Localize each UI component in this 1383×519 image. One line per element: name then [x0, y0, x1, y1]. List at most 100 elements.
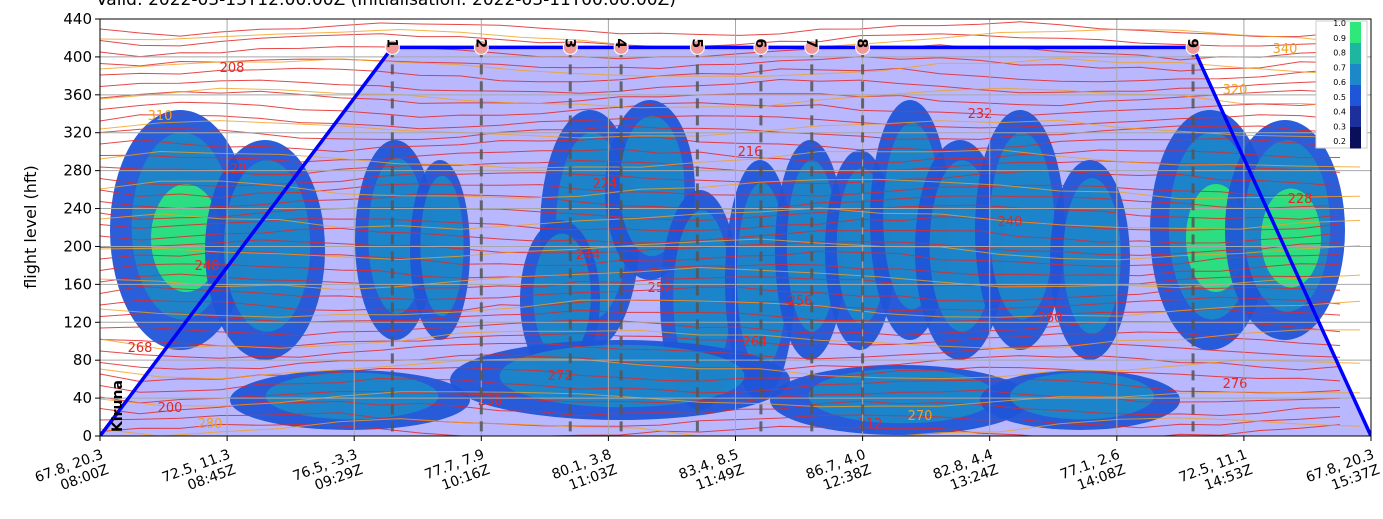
waypoint-marker — [613, 39, 629, 55]
isotherm-label: 252 — [648, 281, 673, 296]
cloud-region-core — [265, 372, 439, 420]
isotherm-line — [100, 342, 1341, 360]
waypoint-marker — [384, 39, 400, 55]
waypoint-label: 3 — [561, 38, 577, 48]
colorbar-tick-label: 0.7 — [1333, 63, 1346, 72]
colorbar-tick-label: 0.4 — [1333, 108, 1346, 117]
isotherm-label: 208 — [220, 61, 245, 76]
x-tick-label: 67.8, 20.308:00Z — [33, 447, 111, 501]
x-tick-label: 80.1, 3.811:03Z — [550, 447, 620, 498]
isotherm-line — [100, 216, 1341, 232]
flight-path-line — [100, 45, 1371, 436]
isentrope-line — [100, 391, 1361, 408]
waypoint-label: 2 — [472, 38, 488, 48]
isotherm-line — [100, 423, 1341, 436]
isotherm-line — [100, 273, 1341, 289]
isotherm-line — [100, 354, 1341, 371]
cloud-region-core — [808, 368, 996, 424]
y-tick-label: 320 — [63, 124, 92, 142]
isotherm-label: 200 — [158, 401, 183, 416]
colorbar-segment — [1350, 85, 1361, 107]
waypoint-label: 5 — [688, 38, 704, 48]
y-tick-label: 160 — [63, 275, 92, 293]
colorbar-segment — [1350, 43, 1361, 65]
y-tick-label: 80 — [73, 351, 92, 369]
isotherm-line — [100, 114, 1341, 130]
isotherm-label: 272 — [548, 369, 573, 384]
colorbar-tick-label: 0.2 — [1333, 137, 1346, 146]
colorbar-tick-label: 1.0 — [1333, 19, 1346, 28]
y-tick-label: 360 — [63, 86, 92, 104]
isentrope-line — [100, 57, 1361, 77]
isotherm-line — [100, 44, 1341, 61]
y-tick-label: 120 — [63, 313, 92, 331]
y-tick-label: 440 — [63, 10, 92, 28]
isotherm-label: 224 — [593, 177, 618, 192]
isotherm-line — [100, 183, 1341, 199]
isotherm-label: 220 — [222, 162, 247, 177]
x-tick-label: 72.5, 11.114:53Z — [1177, 447, 1255, 501]
isentrope-line — [100, 266, 1361, 291]
isentrope-line — [100, 238, 1361, 261]
waypoint-label: 7 — [803, 38, 819, 48]
start-location-label: Kiruna — [110, 380, 126, 432]
isotherm-label: 268 — [128, 341, 153, 356]
colorbar-segment — [1350, 64, 1361, 86]
isentrope-line — [100, 358, 1361, 380]
waypoint-label: 4 — [612, 38, 628, 48]
isentrope-label: 270 — [908, 409, 933, 424]
isotherm-label: 216 — [738, 145, 763, 160]
isotherm-label: 228 — [1288, 192, 1313, 207]
colorbar-tick-label: 0.6 — [1333, 78, 1346, 87]
x-tick-label: 82.8, 4.413:24Z — [931, 447, 1001, 498]
isotherm-label: 248 — [195, 259, 220, 274]
isotherm-label: 276 — [1223, 377, 1248, 392]
isotherm-label: 264 — [743, 335, 768, 350]
colorbar-tick-label: 0.9 — [1333, 34, 1346, 43]
y-axis-label: flight level (hft) — [21, 165, 40, 289]
x-tick-label: 83.4, 8.511:49Z — [677, 447, 747, 498]
waypoint-marker — [562, 39, 578, 55]
colorbar-tick-label: 0.5 — [1333, 93, 1346, 102]
waypoint-marker — [689, 39, 705, 55]
waypoint-marker — [804, 39, 820, 55]
isotherm-line — [100, 136, 1341, 153]
isotherm-line — [100, 366, 1341, 383]
x-tick-label: 67.8, 20.315:37Z — [1304, 447, 1382, 501]
isotherm-line — [100, 400, 1341, 417]
waypoint-label: 6 — [752, 38, 768, 48]
chart-title: Valid: 2022-03-13T12:00:00Z (Initialisat… — [96, 0, 676, 10]
isotherm-line — [100, 170, 1341, 187]
isentrope-label: 310 — [148, 109, 173, 124]
y-tick-label: 400 — [63, 48, 92, 66]
colorbar-segment — [1350, 127, 1361, 149]
colorbar-tick-label: 0.3 — [1333, 122, 1346, 131]
isentrope-line — [100, 178, 1361, 200]
isentrope-line — [100, 329, 1360, 350]
cloud-region-core — [1063, 178, 1121, 334]
x-tick-label: 77.1, 2.614:08Z — [1058, 447, 1128, 498]
colorbar-tick-label: 0.8 — [1333, 49, 1346, 58]
waypoint-marker — [1185, 39, 1201, 55]
isotherm-line — [100, 101, 1341, 118]
y-tick-label: 200 — [63, 237, 92, 255]
isotherm-label: 256 — [788, 294, 813, 309]
x-tick-label: 86.7, 4.012:38Z — [804, 447, 874, 498]
isotherm-line — [100, 204, 1341, 221]
isotherm-label: 260 — [1038, 311, 1063, 326]
y-tick-label: 40 — [73, 389, 92, 407]
isentrope-line — [100, 299, 1361, 318]
cloud-region-core — [989, 132, 1055, 320]
waypoint-label: 8 — [854, 38, 870, 48]
isentrope-label: 280 — [198, 417, 223, 432]
waypoint-marker — [753, 39, 769, 55]
isotherm-line — [100, 319, 1341, 337]
waypoint-label: 1 — [383, 38, 399, 48]
isotherm-line — [100, 263, 1341, 279]
isotherm-line — [100, 21, 1341, 38]
isotherm-line — [100, 33, 1341, 48]
isotherm-label: 244 — [576, 248, 601, 263]
isotherm-line — [100, 67, 1341, 83]
waypoint-label: 9 — [1184, 38, 1200, 48]
